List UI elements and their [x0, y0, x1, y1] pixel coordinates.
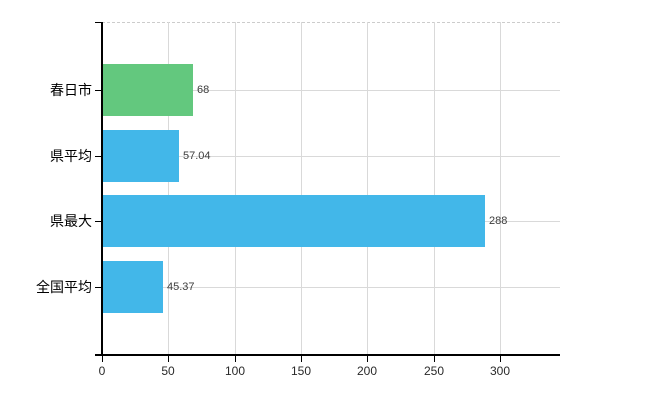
vertical-gridline: [500, 22, 501, 354]
y-axis-line: [101, 22, 103, 356]
plot-top-border: [102, 22, 560, 23]
horizontal-gridline: [103, 156, 560, 157]
x-axis-tick: [434, 356, 435, 362]
x-axis-tick: [102, 356, 103, 362]
x-axis-tick-label: 50: [161, 364, 175, 378]
y-axis-tick: [95, 221, 101, 222]
category-label: 県平均: [50, 148, 92, 164]
bar-3: [103, 261, 163, 313]
bar-0: [103, 64, 193, 116]
vertical-gridline: [367, 22, 368, 354]
vertical-gridline: [301, 22, 302, 354]
bar-value-label: 57.04: [183, 150, 211, 162]
y-axis-tick: [95, 90, 101, 91]
vertical-gridline: [434, 22, 435, 354]
y-axis-tick: [95, 156, 101, 157]
bar-value-label: 45.37: [167, 281, 195, 293]
bar-2: [103, 195, 485, 247]
bar-value-label: 68: [197, 84, 210, 96]
x-axis-tick: [235, 356, 236, 362]
x-axis-tick: [301, 356, 302, 362]
x-axis-tick-label: 250: [423, 364, 445, 378]
x-axis-tick: [500, 356, 501, 362]
category-label: 春日市: [50, 82, 92, 98]
category-label: 県最大: [50, 213, 92, 229]
x-axis-tick-label: 150: [290, 364, 312, 378]
horizontal-gridline: [103, 90, 560, 91]
x-axis-tick-label: 0: [98, 364, 106, 378]
x-axis-tick: [367, 356, 368, 362]
x-axis-tick-label: 200: [356, 364, 378, 378]
bar-value-label: 288: [489, 215, 508, 227]
horizontal-gridline: [103, 287, 560, 288]
bar-1: [103, 130, 179, 182]
x-axis-tick-label: 100: [224, 364, 246, 378]
y-axis-end-tick: [95, 22, 101, 23]
category-label: 全国平均: [36, 279, 92, 295]
vertical-gridline: [168, 22, 169, 354]
x-axis-line: [95, 354, 560, 356]
vertical-gridline: [235, 22, 236, 354]
x-axis-tick: [168, 356, 169, 362]
x-axis-tick-label: 300: [489, 364, 511, 378]
y-axis-tick: [95, 287, 101, 288]
